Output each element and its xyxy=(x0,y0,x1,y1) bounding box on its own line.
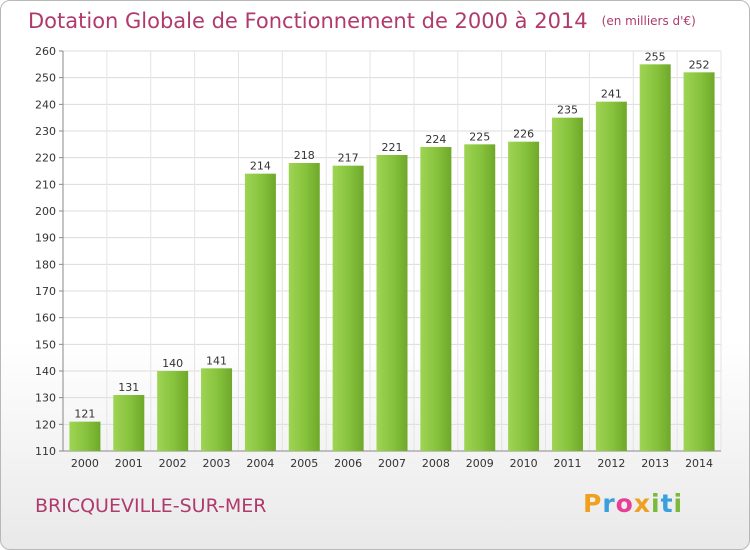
y-tick-label: 120 xyxy=(35,418,56,431)
data-label: 255 xyxy=(645,50,666,63)
logo-letter: o xyxy=(615,489,634,518)
bar xyxy=(113,395,145,451)
logo-letter: i xyxy=(651,489,661,518)
chart-title: Dotation Globale de Fonctionnement de 20… xyxy=(28,9,696,33)
data-label: 241 xyxy=(601,88,622,101)
y-tick-label: 160 xyxy=(35,312,56,325)
x-tick-label: 2013 xyxy=(641,457,669,470)
x-tick-label: 2011 xyxy=(553,457,581,470)
x-tick-label: 2008 xyxy=(422,457,450,470)
value-labels: 121 131 140 141 214 218 217 221 224 225 226 235 241 2… xyxy=(74,50,709,420)
data-label: 214 xyxy=(250,160,271,173)
logo-letter: x xyxy=(633,489,651,518)
bar xyxy=(595,101,627,452)
x-tick-label: 2012 xyxy=(597,457,625,470)
bar xyxy=(683,72,715,451)
data-label: 235 xyxy=(557,104,578,117)
x-tick-label: 2014 xyxy=(685,457,713,470)
x-tick-label: 2004 xyxy=(246,457,274,470)
bar xyxy=(288,163,320,451)
y-tick-label: 110 xyxy=(35,445,56,458)
y-tick-label: 220 xyxy=(35,152,56,165)
logo-letter: i xyxy=(673,489,684,518)
bar xyxy=(420,147,452,451)
y-tick-label: 170 xyxy=(35,285,56,298)
y-tick-label: 260 xyxy=(35,45,56,58)
logo-letter: P xyxy=(583,489,603,518)
logo-letter: t xyxy=(660,489,674,518)
proxiti-logo: Proxiti xyxy=(583,489,683,518)
commune-name: BRICQUEVILLE-SUR-MER xyxy=(35,495,267,517)
data-label: 217 xyxy=(338,152,359,165)
x-tick-labels: 2000 2001 2002 2003 2004 2005 2006 2007 2008 2009… xyxy=(71,457,713,470)
x-tick-label: 2001 xyxy=(115,457,143,470)
y-tick-labels: 110 120 130 140 150 160 170 180 190 200 210 220 230 2… xyxy=(35,45,56,458)
bar xyxy=(201,368,233,451)
x-tick-label: 2009 xyxy=(466,457,494,470)
bar xyxy=(464,144,496,452)
bar xyxy=(376,155,408,451)
data-label: 141 xyxy=(206,354,227,367)
bar xyxy=(157,371,189,451)
y-tick-label: 210 xyxy=(35,178,56,191)
y-tick-label: 150 xyxy=(35,338,56,351)
bars xyxy=(69,64,715,452)
bar xyxy=(508,141,540,451)
chart-title-text: Dotation Globale de Fonctionnement de 20… xyxy=(28,9,588,33)
data-label: 121 xyxy=(74,408,95,421)
data-label: 131 xyxy=(118,381,139,394)
bar xyxy=(332,165,364,451)
y-tick-label: 250 xyxy=(35,72,56,85)
y-tick-label: 140 xyxy=(35,365,56,378)
x-tick-label: 2002 xyxy=(159,457,187,470)
bar xyxy=(244,173,276,451)
data-label: 218 xyxy=(294,149,315,162)
y-tick-label: 180 xyxy=(35,258,56,271)
y-tick-label: 230 xyxy=(35,125,56,138)
y-tick-label: 200 xyxy=(35,205,56,218)
bar xyxy=(69,421,101,451)
data-label: 140 xyxy=(162,357,183,370)
x-tick-label: 2000 xyxy=(71,457,99,470)
x-tick-label: 2005 xyxy=(290,457,318,470)
chart-unit: (en milliers d'€) xyxy=(601,14,696,28)
data-label: 224 xyxy=(425,133,446,146)
data-label: 226 xyxy=(513,128,534,141)
data-label: 225 xyxy=(469,130,490,143)
logo-letter: r xyxy=(602,489,616,518)
y-tick-label: 190 xyxy=(35,232,56,245)
y-tick-label: 130 xyxy=(35,392,56,405)
x-tick-label: 2010 xyxy=(510,457,538,470)
x-tick-label: 2003 xyxy=(203,457,231,470)
data-label: 252 xyxy=(689,58,710,71)
bar xyxy=(639,64,671,452)
x-tick-label: 2007 xyxy=(378,457,406,470)
data-label: 221 xyxy=(382,141,403,154)
x-tick-label: 2006 xyxy=(334,457,362,470)
bar xyxy=(551,117,583,452)
y-tick-label: 240 xyxy=(35,98,56,111)
